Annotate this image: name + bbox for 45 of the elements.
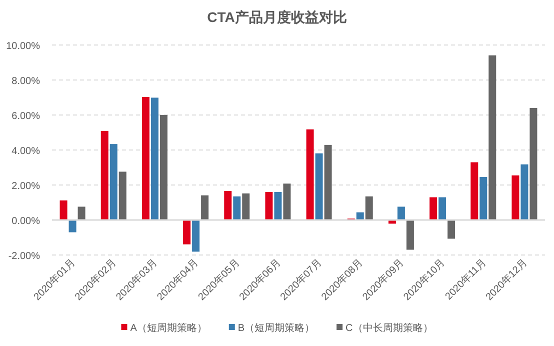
bar (406, 220, 414, 250)
bar (430, 197, 438, 220)
bar (183, 220, 191, 244)
bar (224, 190, 232, 220)
bar (470, 162, 478, 220)
bar (356, 212, 364, 220)
bar (233, 196, 241, 220)
bar (142, 96, 150, 220)
y-tick-label: 0.00% (12, 216, 40, 227)
bar (192, 220, 200, 252)
bar (242, 193, 250, 220)
bar (160, 115, 168, 220)
bar (520, 164, 528, 220)
y-tick-label: 2.00% (12, 181, 40, 192)
bar (488, 55, 496, 220)
bar (438, 197, 446, 220)
y-tick-label: 10.00% (6, 41, 40, 52)
bar (100, 130, 108, 220)
bar (512, 175, 520, 220)
bar (110, 144, 118, 220)
chart-title: CTA产品月度收益对比 (207, 9, 347, 25)
bar (201, 195, 209, 220)
bar (324, 144, 332, 220)
y-tick-label: 4.00% (12, 146, 40, 157)
bar (150, 98, 158, 220)
legend-label: C（中长周期策略） (346, 322, 433, 334)
legend-label: A（短周期策略） (130, 322, 207, 334)
bar (60, 200, 68, 220)
bar (480, 176, 488, 220)
bar (68, 220, 76, 232)
y-tick-label: 6.00% (12, 111, 40, 122)
legend-label: B（短周期策略） (238, 322, 315, 334)
bar (118, 172, 126, 220)
y-tick-label: 8.00% (12, 76, 40, 87)
y-tick-label: -2.00% (8, 251, 40, 262)
bar (78, 206, 86, 220)
bar (274, 192, 282, 220)
bar (306, 129, 314, 220)
bar (530, 108, 538, 220)
bar (265, 192, 273, 220)
bar (315, 153, 323, 220)
bar (397, 206, 405, 220)
bar (448, 220, 456, 239)
bar (365, 196, 373, 220)
bar (283, 184, 291, 220)
